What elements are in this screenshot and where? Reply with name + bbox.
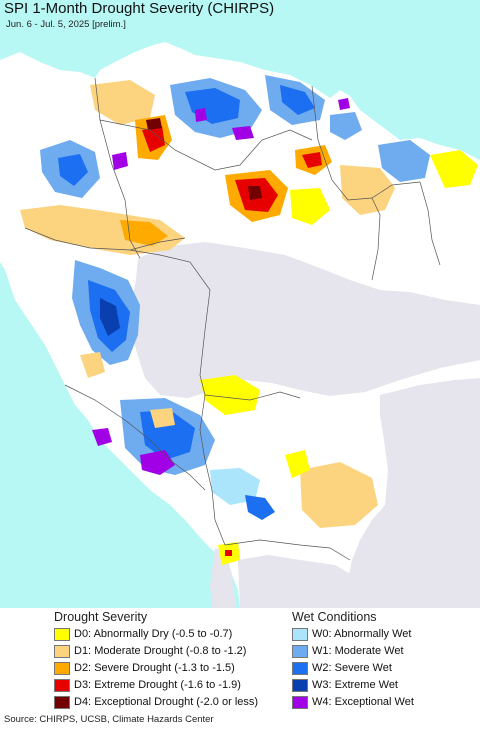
country-border <box>224 539 351 561</box>
legend-swatch-w0 <box>292 628 308 641</box>
wet-spot-w4 <box>338 98 350 110</box>
drought-area-d4 <box>248 186 262 200</box>
legend-swatch-w4 <box>292 696 308 709</box>
legend: Drought Severity Wet Conditions D0: Abno… <box>0 608 480 712</box>
wet-spot-w4 <box>232 126 254 140</box>
legend-code: D3: <box>74 679 92 691</box>
country-border <box>129 249 211 396</box>
legend-swatch-d0 <box>54 628 70 641</box>
map-canvas <box>0 0 480 608</box>
drought-area-d0 <box>285 450 310 478</box>
drought-area-d3 <box>142 126 165 152</box>
legend-label-d0: D0: Abnormally Dry (-0.5 to -0.7) <box>74 627 232 641</box>
map-title: SPI 1-Month Drought Severity (CHIRPS) <box>4 0 275 17</box>
legend-text: Moderate Wet <box>334 645 404 657</box>
legend-label-w2: W2: Severe Wet <box>312 661 392 675</box>
wet-area-w1 <box>330 112 362 140</box>
legend-text: Moderate Drought (-0.8 to -1.2) <box>94 645 247 657</box>
source-credit: Source: CHIRPS, UCSB, Climate Hazards Ce… <box>4 714 214 725</box>
country-border <box>419 181 441 266</box>
legend-code: D0: <box>74 628 92 640</box>
drought-area-d0 <box>200 375 260 415</box>
drought-area-d1 <box>80 352 105 378</box>
outside-domain-southwest <box>210 548 236 608</box>
drought-regions <box>20 80 478 565</box>
legend-text: Abnormally Wet <box>334 628 412 640</box>
drought-area-d0 <box>430 150 478 188</box>
drought-area-d3 <box>225 550 232 556</box>
outside-domain-amazon <box>130 242 480 398</box>
legend-swatch-w2 <box>292 662 308 675</box>
drought-area-d1 <box>300 462 378 528</box>
legend-text: Abnormally Dry (-0.5 to -0.7) <box>93 628 233 640</box>
legend-code: W3: <box>312 679 332 691</box>
wet-area-w1 <box>378 140 430 182</box>
legend-code: W4: <box>312 696 332 708</box>
wet-spot-w4 <box>92 428 112 446</box>
legend-heading-drought: Drought Severity <box>54 610 148 624</box>
outside-domain-east <box>348 378 480 608</box>
drought-area-d2 <box>120 220 168 246</box>
legend-label-d2: D2: Severe Drought (-1.3 to -1.5) <box>74 661 235 675</box>
legend-text: Severe Wet <box>334 662 392 674</box>
country-border <box>371 197 381 281</box>
country-border <box>204 391 301 401</box>
drought-map <box>0 0 480 608</box>
legend-swatch-d1 <box>54 645 70 658</box>
wet-area-w2 <box>280 85 315 115</box>
wet-spot-w4 <box>195 108 207 122</box>
legend-text: Exceptional Drought (-2.0 or less) <box>94 696 259 708</box>
country-border <box>99 119 313 171</box>
legend-label-w4: W4: Exceptional Wet <box>312 695 414 709</box>
legend-swatch-w3 <box>292 679 308 692</box>
legend-swatch-d2 <box>54 662 70 675</box>
drought-area-d3 <box>302 152 322 168</box>
legend-text: Extreme Wet <box>334 679 398 691</box>
legend-label-w0: W0: Abnormally Wet <box>312 627 411 641</box>
country-border <box>64 384 206 491</box>
legend-label-d4: D4: Exceptional Drought (-2.0 or less) <box>74 695 258 709</box>
drought-area-d1 <box>150 408 175 428</box>
drought-area-d4 <box>146 118 162 130</box>
legend-code: W0: <box>312 628 332 640</box>
legend-heading-wet: Wet Conditions <box>292 610 377 624</box>
outside-domain-south <box>238 555 352 608</box>
drought-area-d1 <box>340 165 395 215</box>
drought-area-d1 <box>90 80 155 125</box>
legend-label-d3: D3: Extreme Drought (-1.6 to -1.9) <box>74 678 241 692</box>
legend-code: W2: <box>312 662 332 674</box>
legend-swatch-d3 <box>54 679 70 692</box>
legend-text: Extreme Drought (-1.6 to -1.9) <box>94 679 241 691</box>
legend-code: D2: <box>74 662 92 674</box>
wet-area-w3 <box>100 298 120 336</box>
legend-text: Exceptional Wet <box>334 696 414 708</box>
wet-regions <box>40 75 430 520</box>
drought-area-d0 <box>290 188 330 225</box>
wet-area-w2 <box>58 154 88 186</box>
country-border <box>24 227 186 251</box>
legend-swatch-w1 <box>292 645 308 658</box>
legend-label-d1: D1: Moderate Drought (-0.8 to -1.2) <box>74 644 246 658</box>
legend-label-w1: W1: Moderate Wet <box>312 644 404 658</box>
wet-area-w2 <box>245 495 275 520</box>
legend-code: D1: <box>74 645 92 657</box>
country-border <box>94 77 141 259</box>
legend-text: Severe Drought (-1.3 to -1.5) <box>94 662 235 674</box>
legend-swatch-d4 <box>54 696 70 709</box>
country-border <box>199 394 226 546</box>
legend-label-w3: W3: Extreme Wet <box>312 678 398 692</box>
legend-code: W1: <box>312 645 332 657</box>
country-border <box>311 85 421 201</box>
country-borders <box>24 77 441 561</box>
map-subtitle: Jun. 6 - Jul. 5, 2025 [prelim.] <box>6 19 126 30</box>
legend-code: D4: <box>74 696 92 708</box>
wet-spot-w4 <box>112 152 128 170</box>
